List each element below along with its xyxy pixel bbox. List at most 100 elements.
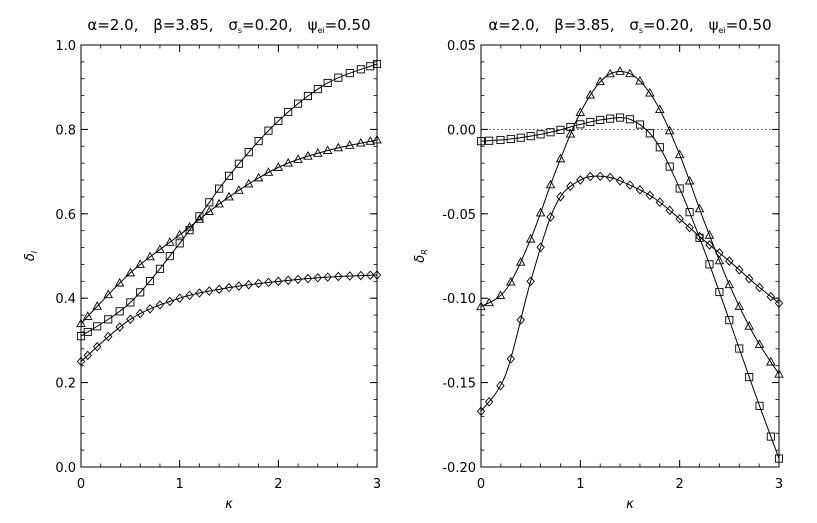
data-point-triangle: [243, 178, 254, 188]
data-point-triangle: [365, 136, 376, 145]
data-point-square: [496, 135, 505, 145]
left-x-axis-label: κ: [225, 497, 233, 512]
data-point-triangle: [535, 207, 546, 217]
data-point-square: [725, 316, 734, 325]
data-point-diamond: [293, 274, 303, 285]
data-point-triangle: [694, 203, 705, 213]
y-tick-label: 0.6: [55, 208, 76, 223]
data-point-square: [136, 288, 145, 297]
data-point-diamond: [104, 331, 113, 342]
data-point-triangle: [313, 148, 323, 157]
data-point-square: [625, 115, 635, 124]
data-point-triangle: [345, 140, 355, 149]
data-point-square: [596, 115, 605, 124]
data-point-square: [155, 264, 164, 273]
x-tick-label: 1: [576, 477, 584, 492]
data-point-triangle: [645, 87, 655, 97]
data-point-triangle: [515, 257, 526, 266]
right-chart: α=2.0, β=3.85, σs=0.20, ψei=0.50 0 1 2 3 -0.…: [413, 16, 784, 512]
right-y-axis-label: δR: [413, 249, 429, 263]
data-point-diamond: [576, 175, 585, 185]
data-point-square: [83, 327, 92, 337]
data-point-triangle: [273, 162, 284, 171]
data-point-triangle: [766, 356, 776, 366]
data-point-square: [536, 130, 545, 139]
data-point-diamond: [76, 356, 86, 367]
data-point-triangle: [253, 172, 264, 182]
data-point-diamond: [92, 341, 102, 352]
data-point-triangle: [664, 125, 675, 135]
right-chart-title: α=2.0, β=3.85, σs=0.20, ψei=0.50: [488, 16, 771, 35]
x-tick-label: 2: [676, 477, 684, 492]
data-point-square: [774, 454, 784, 463]
title-alpha: α=2.0,: [87, 16, 138, 34]
y-tick-label: -0.10: [442, 292, 476, 307]
data-point-square: [165, 252, 174, 261]
left-y-axis-label-main: δ: [23, 253, 38, 261]
title-psi-val: =0.50: [325, 16, 371, 34]
y-tick-label: 0.8: [55, 123, 76, 138]
data-point-diamond: [356, 270, 366, 281]
data-point-triangle: [234, 185, 244, 194]
title-psi-val: =0.50: [726, 16, 772, 34]
left-axis-ticks: 0 1 2 3 0.0 0.2 0.4 0.6 0.8 1.0: [55, 39, 381, 492]
data-point-square: [695, 233, 704, 242]
title-beta: β=3.85,: [153, 16, 213, 34]
data-point-diamond: [224, 282, 234, 293]
data-point-triangle: [224, 191, 234, 201]
series-line-diamond: [480, 175, 780, 412]
data-point-diamond: [774, 298, 784, 309]
data-point-square: [506, 134, 515, 144]
data-point-triangle: [204, 206, 215, 215]
data-point-square: [313, 85, 322, 94]
left-series-group: [76, 59, 382, 367]
y-tick-label: 0.05: [447, 39, 476, 54]
data-point-square: [284, 107, 293, 117]
y-tick-label: 0.4: [55, 292, 76, 307]
data-point-square: [485, 136, 494, 145]
y-tick-label: 0.0: [55, 461, 76, 476]
data-point-triangle: [744, 321, 754, 330]
data-point-triangle: [484, 297, 494, 307]
series-line-triangle: [80, 139, 378, 324]
data-point-diamond: [766, 291, 776, 302]
data-point-diamond: [715, 248, 724, 258]
series-line-triangle: [480, 70, 780, 375]
title-sigma: σ: [629, 16, 639, 34]
data-point-triangle: [615, 66, 625, 75]
title-psi: ψ: [308, 16, 318, 34]
data-point-diamond: [372, 270, 382, 280]
data-point-triangle: [333, 142, 344, 152]
data-point-diamond: [145, 304, 155, 314]
data-point-diamond: [334, 271, 343, 282]
data-point-square: [675, 184, 684, 193]
data-point-square: [606, 114, 615, 123]
data-point-square: [745, 372, 754, 382]
data-point-square: [93, 322, 102, 331]
data-point-diamond: [345, 271, 354, 281]
data-point-triangle: [585, 89, 596, 99]
data-point-diamond: [625, 180, 635, 190]
title-psi-sub: ei: [317, 26, 324, 35]
right-series-group: [476, 66, 784, 463]
data-point-triangle: [76, 318, 86, 327]
data-point-diamond: [536, 242, 545, 253]
x-tick-label: 3: [373, 477, 381, 492]
data-point-triangle: [293, 154, 303, 163]
left-y-axis-label-sub: I: [30, 250, 39, 253]
data-point-triangle: [625, 68, 635, 78]
title-psi: ψ: [709, 16, 719, 34]
data-point-diamond: [506, 354, 515, 364]
y-tick-label: -0.15: [442, 377, 476, 392]
right-x-axis-label: κ: [626, 497, 634, 512]
data-point-diamond: [155, 300, 165, 310]
data-point-square: [334, 73, 343, 82]
data-point-square: [356, 65, 365, 74]
data-point-diamond: [214, 284, 224, 295]
data-point-triangle: [356, 137, 366, 147]
x-tick-label: 2: [274, 477, 282, 492]
data-point-square: [616, 113, 625, 122]
data-point-triangle: [135, 259, 145, 268]
data-point-diamond: [745, 273, 754, 284]
